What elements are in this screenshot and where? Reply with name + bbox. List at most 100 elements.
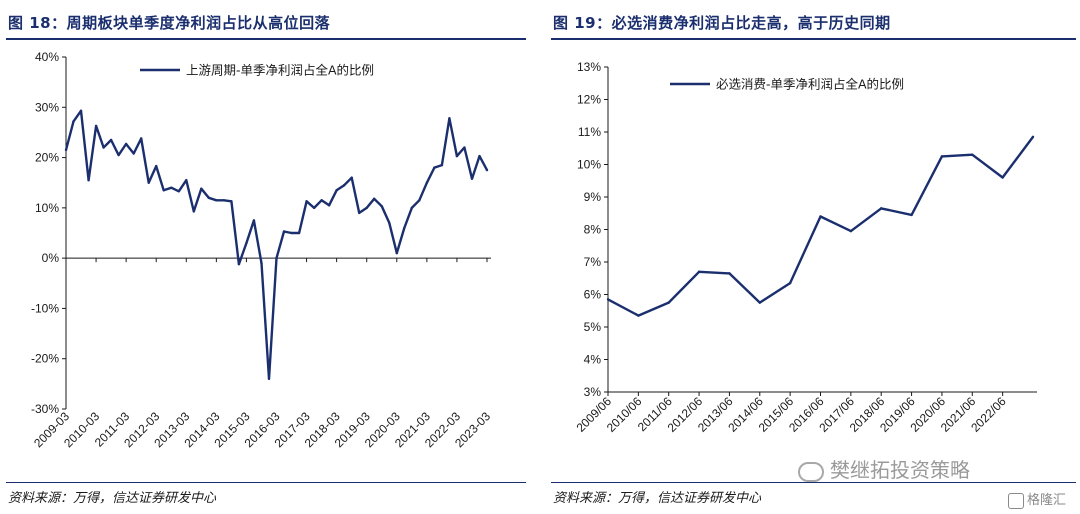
data-point [425, 181, 429, 184]
data-point [758, 301, 761, 304]
y-tick-label: 7% [584, 255, 602, 269]
data-point [327, 204, 331, 207]
data-point [940, 155, 944, 158]
data-point [485, 168, 489, 172]
data-point [297, 231, 301, 235]
data-point [162, 189, 165, 192]
right-chart-panel: 图 19：必选消费净利润占比走高，高于历史同期 13% 12% 11% 10% 9% 8%… [545, 0, 1080, 514]
data-point [185, 179, 188, 182]
data-point [440, 163, 444, 167]
right-line-chart: 13%12%11%10%9%8%7%6%5%4%3%2009/062010/06… [574, 60, 1037, 435]
data-point [433, 166, 436, 169]
y-tick-label: 3% [584, 385, 602, 399]
left-source-note: 资料来源：万得，信达证券研发中心 [8, 491, 217, 506]
data-point [667, 301, 670, 304]
data-point [788, 281, 792, 285]
legend-label: 必选消费-单季净利润占全A的比例 [716, 77, 904, 92]
data-point [170, 186, 173, 189]
y-tick-label: 9% [584, 190, 602, 204]
data-point [380, 205, 383, 208]
y-tick-label: 8% [584, 223, 602, 237]
watermark-text: 樊继拓投资策略 [830, 458, 970, 482]
data-point [207, 196, 211, 199]
left-title-divider [6, 38, 526, 40]
data-point [290, 231, 293, 235]
data-point [312, 206, 316, 210]
left-chart-panel: 图 18：周期板块单季度净利润占比从高位回落 40% 30% 20% 10% 0% -10… [0, 0, 530, 514]
data-point [147, 181, 150, 184]
y-tick-label: 6% [584, 288, 602, 302]
data-point [155, 164, 158, 168]
data-point [606, 298, 610, 301]
data-point [230, 200, 233, 203]
data-point [64, 148, 68, 152]
data-point [637, 314, 640, 317]
gelonghui-logo-icon [1008, 492, 1024, 509]
data-point [350, 176, 353, 179]
right-source-note: 资料来源：万得，信达证券研发中心 [553, 491, 762, 506]
data-point [455, 154, 459, 158]
left-line-chart: 40%30%20%10%0%-10%-20%-30%2009-032010-03… [31, 50, 493, 450]
right-chart-title: 图 19：必选消费净利润占比走高，高于历史同期 [553, 14, 891, 32]
data-point [373, 197, 376, 201]
data-point [94, 124, 98, 128]
data-point [320, 199, 323, 202]
left-footer-divider [6, 482, 526, 483]
data-point [200, 187, 203, 190]
data-point [109, 138, 113, 142]
data-point [117, 153, 120, 157]
data-point [102, 146, 105, 149]
data-point [463, 146, 466, 149]
left-chart-title: 图 18：周期板块单季度净利润占比从高位回落 [8, 14, 331, 32]
y-tick-label: 13% [577, 60, 601, 74]
data-point [237, 262, 241, 266]
data-point [79, 109, 83, 113]
data-point [1031, 135, 1035, 139]
wechat-watermark: 樊继拓投资策略 [798, 454, 970, 483]
data-point [267, 377, 271, 381]
legend-label: 上游周期-单季净利润占全A的比例 [186, 63, 374, 78]
brand-mark: 格隆汇 [1008, 489, 1066, 509]
data-point [418, 199, 421, 202]
y-tick-label: 40% [35, 50, 59, 64]
data-point [357, 211, 361, 215]
data-point [1001, 176, 1004, 179]
series-line [64, 109, 489, 380]
y-tick-label: -10% [31, 301, 59, 315]
y-tick-label: -20% [31, 352, 59, 366]
data-point [849, 229, 853, 233]
data-point [971, 153, 974, 156]
data-point [192, 210, 196, 213]
data-point [72, 120, 75, 123]
data-point [215, 199, 218, 202]
right-footer-divider [551, 482, 1076, 483]
data-point [365, 206, 368, 210]
right-title-divider [551, 38, 1076, 40]
y-tick-label: 0% [42, 251, 60, 265]
y-tick-label: 20% [35, 151, 59, 165]
data-point [132, 152, 135, 155]
data-point [260, 261, 263, 265]
data-point [124, 142, 128, 146]
data-point [388, 221, 391, 225]
data-point [395, 251, 398, 255]
y-tick-label: 12% [577, 93, 601, 107]
y-tick-label: 30% [35, 100, 59, 114]
brand-text: 格隆汇 [1027, 493, 1067, 508]
wechat-icon [798, 461, 824, 482]
y-tick-label: -30% [31, 402, 59, 416]
data-point [252, 219, 256, 222]
y-tick-label: 4% [584, 353, 602, 367]
y-tick-label: 11% [578, 125, 601, 139]
data-point [222, 199, 226, 202]
data-point [403, 226, 406, 230]
data-point [880, 207, 883, 210]
data-point [282, 230, 286, 233]
data-point [470, 177, 474, 180]
data-point [910, 213, 913, 217]
data-point [728, 272, 731, 275]
data-point [139, 137, 143, 140]
data-point [305, 200, 308, 203]
data-point [410, 206, 414, 210]
series-line [607, 136, 1034, 317]
